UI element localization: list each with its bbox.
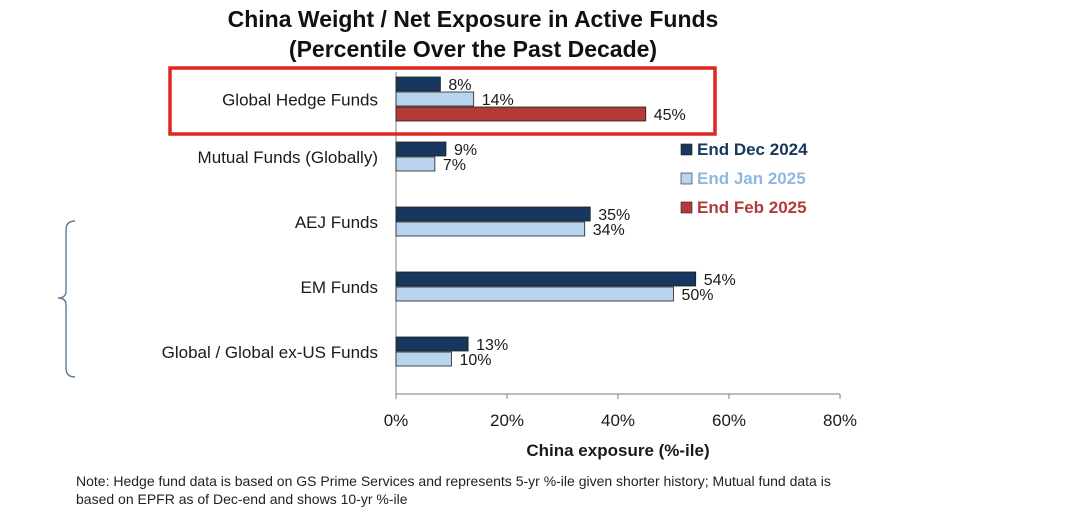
- legend-label: End Jan 2025: [697, 169, 806, 188]
- data-label: 45%: [654, 107, 686, 124]
- data-label: 7%: [443, 157, 466, 174]
- chart-title: China Weight / Net Exposure in Active Fu…: [227, 6, 719, 32]
- data-label: 34%: [593, 222, 625, 239]
- legend-swatch: [680, 201, 693, 214]
- highlight-box: [168, 66, 717, 136]
- category-label: Global / Global ex-US Funds: [162, 343, 378, 362]
- data-label: 13%: [476, 337, 508, 354]
- legend-label: End Feb 2025: [697, 198, 807, 217]
- bar: [395, 106, 647, 122]
- bar: [395, 351, 452, 367]
- bar: [395, 76, 441, 92]
- bar: [395, 271, 697, 287]
- chart-title-block: China Weight / Net Exposure in Active Fu…: [0, 4, 946, 64]
- x-tick-label: 20%: [490, 411, 524, 430]
- data-label: 10%: [460, 352, 492, 369]
- x-tick-label: 40%: [601, 411, 635, 430]
- x-tick-label: 80%: [823, 411, 857, 430]
- category-label: EM Funds: [301, 278, 378, 297]
- bar: [395, 221, 586, 237]
- group-bracket: [57, 220, 76, 378]
- data-label: 50%: [682, 287, 714, 304]
- category-label: Mutual Funds (Globally): [198, 148, 378, 167]
- bar: [395, 206, 591, 222]
- bar: [395, 336, 469, 352]
- legend-swatch: [680, 172, 693, 185]
- bar: [395, 141, 447, 157]
- bar: [395, 286, 674, 302]
- chart-subtitle: (Percentile Over the Past Decade): [288, 36, 658, 62]
- x-tick-label: 60%: [712, 411, 746, 430]
- x-tick-label: 0%: [384, 411, 409, 430]
- bar: [395, 91, 475, 107]
- legend-swatch: [680, 143, 693, 156]
- legend-label: End Dec 2024: [697, 140, 808, 159]
- category-label: AEJ Funds: [295, 213, 378, 232]
- bar: [395, 156, 436, 172]
- x-axis-label: China exposure (%-ile): [526, 441, 709, 460]
- data-label: 14%: [482, 92, 514, 109]
- data-label: 9%: [454, 142, 477, 159]
- data-label: 54%: [704, 272, 736, 289]
- category-label: Global Hedge Funds: [222, 91, 378, 110]
- data-label: 35%: [598, 207, 630, 224]
- footnote: Note: Hedge fund data is based on GS Pri…: [76, 473, 831, 507]
- data-label: 8%: [448, 77, 471, 94]
